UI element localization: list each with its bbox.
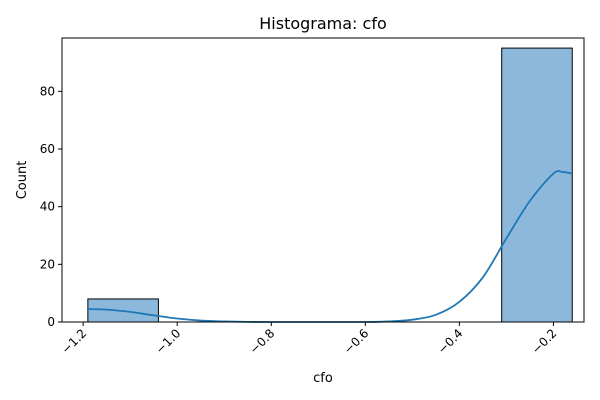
y-tick-label: 60 — [40, 142, 55, 156]
y-axis-ticks: 0 20 40 60 80 — [40, 84, 62, 329]
x-tick-label: −1.0 — [153, 326, 184, 357]
x-tick-label: −0.4 — [435, 326, 466, 357]
plot-frame — [61, 37, 585, 323]
x-axis-ticks: −1.2 −1.0 −0.8 −0.6 −0.4 −0.2 — [59, 322, 560, 357]
histogram-bars — [87, 47, 573, 323]
kde-curve-group — [87, 170, 573, 323]
x-tick-label: −0.8 — [247, 326, 278, 357]
chart-title: Histograma: cfo — [259, 14, 387, 33]
y-tick-label: 80 — [40, 84, 55, 98]
x-tick-label: −0.2 — [529, 326, 560, 357]
y-tick-label: 0 — [47, 315, 55, 329]
x-tick-label: −0.6 — [341, 326, 372, 357]
x-axis-label: cfo — [313, 371, 333, 386]
y-tick-label: 20 — [40, 257, 55, 271]
x-tick-label: −1.2 — [59, 326, 90, 357]
y-tick-label: 40 — [40, 200, 55, 214]
y-axis-label: Count — [15, 161, 30, 200]
kde-curve — [87, 170, 573, 323]
histogram-bar-2 — [501, 47, 573, 323]
